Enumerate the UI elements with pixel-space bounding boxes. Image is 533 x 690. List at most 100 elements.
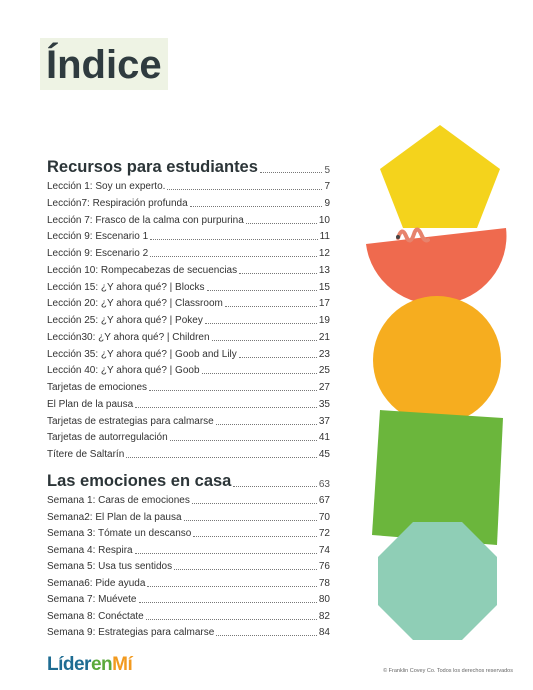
toc-entry: Lección 9: Escenario 2 12 — [47, 248, 330, 260]
toc-entry: Semana 1: Caras de emociones 67 — [47, 495, 330, 507]
toc-entry: Tarjetas de emociones 27 — [47, 382, 330, 394]
entry-label: Lección 9: Escenario 2 — [47, 248, 149, 259]
page-title: Índice — [40, 38, 168, 90]
toc-entry: Semana6: Pide ayuda 78 — [47, 578, 330, 590]
page-number: 35 — [318, 398, 330, 410]
logo-part: Líder — [47, 654, 91, 675]
page-number: 23 — [318, 348, 330, 360]
page-number: 84 — [318, 627, 330, 638]
entry-label: Lección 10: Rompecabezas de secuencias — [47, 264, 238, 276]
page-number: 63 — [318, 479, 330, 490]
dot-leader — [147, 585, 317, 587]
pentagon — [380, 125, 500, 228]
entry-label: Lección 15: ¿Y ahora qué? | Blocks — [47, 281, 205, 293]
page-number: 27 — [318, 382, 330, 393]
entry-label: Lección 1: Soy un experto. — [47, 181, 166, 192]
dot-leader — [174, 569, 317, 570]
page-number: 80 — [318, 594, 330, 605]
dot-leader — [191, 503, 317, 504]
page-number: 37 — [318, 415, 330, 427]
square — [372, 410, 503, 545]
logo-part: en — [90, 654, 113, 675]
toc-entry: Lección 15: ¿Y ahora qué? | Blocks 15 — [47, 282, 330, 294]
entry-label: Tarjetas de emociones — [47, 382, 148, 393]
section-title: Recursos para estudiantes — [47, 158, 258, 176]
dot-leader — [150, 256, 317, 257]
page-number: 13 — [318, 264, 330, 276]
worm-eye — [396, 235, 400, 239]
toc-entry: Lección 9: Escenario 1 11 — [47, 231, 330, 243]
octagon — [378, 522, 497, 640]
toc-entry: Lección 10: Rompecabezas de secuencias 13 — [47, 265, 330, 277]
logo: LíderenMí — [47, 654, 133, 676]
entry-label: Semana 8: Conéctate — [47, 610, 144, 622]
dot-leader — [259, 172, 323, 173]
toc-entry: Semana 7: Muévete 80 — [47, 594, 330, 606]
page-number: 17 — [318, 298, 330, 310]
dot-leader — [189, 205, 323, 207]
toc-entry: Tarjetas de autorregulación 41 — [47, 432, 330, 444]
dot-leader — [201, 373, 317, 375]
toc-entry: Lección 1: Soy un experto. 7 — [47, 181, 330, 193]
entry-label: Lección 25: ¿Y ahora qué? | Pokey — [47, 315, 203, 326]
page-number: 45 — [318, 449, 330, 460]
section-heading: Recursos para estudiantes 5 — [47, 158, 330, 177]
toc-entry: Semana 8: Conéctate 82 — [47, 611, 330, 623]
toc-entry: Semana2: El Plan de la pausa 70 — [47, 512, 330, 524]
entry-label: Semana 9: Estrategias para calmarse — [47, 627, 215, 638]
toc-entry: Lección7: Respiración profunda 9 — [47, 198, 330, 210]
entry-label: Semana6: Pide ayuda — [47, 577, 146, 589]
page-number: 7 — [324, 181, 330, 192]
toc-entry: Lección 40: ¿Y ahora qué? | Goob 25 — [47, 365, 330, 377]
half-circle — [366, 228, 507, 305]
dot-leader — [204, 323, 317, 324]
toc-entry: Tarjetas de estrategias para calmarse 37 — [47, 416, 330, 428]
page-number: 10 — [318, 214, 330, 226]
page-number: 25 — [318, 365, 330, 377]
page-number: 67 — [318, 495, 330, 506]
dot-leader — [149, 390, 317, 391]
dot-leader — [126, 457, 317, 458]
dot-leader — [134, 552, 317, 554]
toc-entry: Lección30: ¿Y ahora qué? | Children 21 — [47, 332, 330, 344]
page-number: 72 — [318, 528, 330, 539]
worm — [396, 227, 430, 243]
dot-leader — [169, 440, 317, 442]
section-heading: Las emociones en casa 63 — [47, 472, 330, 491]
entry-label: Semana 5: Usa tus sentidos — [47, 561, 173, 572]
entry-label: Lección 35: ¿Y ahora qué? | Goob and Lil… — [47, 348, 237, 360]
toc-entry: Semana 5: Usa tus sentidos 76 — [47, 561, 330, 573]
dot-leader — [183, 519, 317, 521]
entry-label: El Plan de la pausa — [47, 398, 134, 410]
entry-label: Lección7: Respiración profunda — [47, 197, 188, 209]
page-number: 78 — [318, 577, 330, 589]
dot-leader — [193, 536, 317, 537]
entry-label: Lección 7: Frasco de la calma con purpur… — [47, 214, 244, 226]
toc-entry: Lección 20: ¿Y ahora qué? | Classroom 17 — [47, 298, 330, 310]
circle — [373, 296, 501, 424]
entry-label: Tarjetas de autorregulación — [47, 432, 168, 444]
toc-entry: Lección 25: ¿Y ahora qué? | Pokey 19 — [47, 315, 330, 327]
page-number: 15 — [318, 281, 330, 293]
toc-entry: Semana 3: Tómate un descanso 72 — [47, 528, 330, 540]
dot-leader — [206, 289, 317, 291]
dot-leader — [135, 406, 317, 408]
toc-entry: Lección 7: Frasco de la calma con purpur… — [47, 215, 330, 227]
page-number: 12 — [318, 248, 330, 259]
entry-label: Semana2: El Plan de la pausa — [47, 511, 182, 523]
entry-label: Lección30: ¿Y ahora qué? | Children — [47, 331, 210, 343]
toc-entry: Semana 4: Respira 74 — [47, 545, 330, 557]
logo-part: Mí — [112, 654, 133, 675]
page-number: 11 — [319, 231, 330, 243]
page-number: 82 — [318, 610, 330, 622]
dot-leader — [167, 189, 323, 190]
dot-leader — [211, 339, 317, 341]
toc-entry: Lección 35: ¿Y ahora qué? | Goob and Lil… — [47, 349, 330, 361]
dot-leader — [216, 635, 317, 636]
entry-label: Lección 40: ¿Y ahora qué? | Goob — [47, 365, 200, 377]
section-title: Las emociones en casa — [47, 472, 232, 490]
dot-leader — [239, 272, 317, 274]
copyright: © Franklin Covey Co. Todos los derechos … — [383, 668, 513, 674]
